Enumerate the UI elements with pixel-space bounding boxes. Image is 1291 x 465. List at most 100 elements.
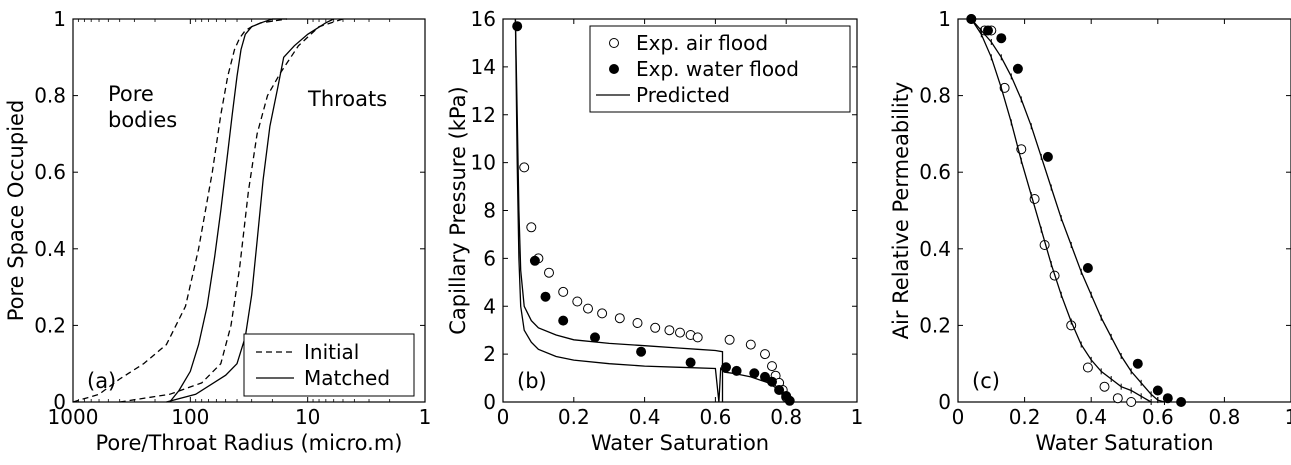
x-tick-label: 10 bbox=[295, 405, 320, 429]
y-tick-label: 4 bbox=[483, 294, 496, 318]
x-tick-label: 1 bbox=[419, 405, 432, 429]
air-flood-point bbox=[632, 318, 643, 328]
axes-frame bbox=[72, 18, 426, 403]
y-tick-label: 6 bbox=[483, 246, 496, 270]
y-tick-label: 0.2 bbox=[919, 313, 951, 337]
x-tick-label: 0 bbox=[497, 405, 510, 429]
predicted-curve bbox=[970, 18, 1165, 403]
air-flood-point bbox=[558, 286, 569, 297]
air-flood-point bbox=[745, 339, 756, 350]
air-flood-point bbox=[526, 222, 537, 233]
air-flood-point bbox=[519, 162, 530, 173]
air-flood-point bbox=[572, 296, 583, 307]
panel-tag: (a) bbox=[87, 369, 116, 393]
y-tick-label: 16 bbox=[471, 7, 496, 31]
air-flood-point bbox=[597, 308, 608, 319]
y-axis-label: Pore Space Occupied bbox=[4, 100, 28, 322]
water-flood-point bbox=[1082, 263, 1093, 273]
x-tick-label: 1000 bbox=[48, 405, 99, 429]
pore-bodies-annotation: bodies bbox=[108, 108, 177, 132]
x-axis-label: Pore/Throat Radius (micro.m) bbox=[96, 431, 403, 455]
y-tick-label: 12 bbox=[471, 103, 496, 127]
x-tick-label: 1 bbox=[851, 405, 864, 429]
legend-box bbox=[243, 333, 415, 397]
x-axis-label: Water Saturation bbox=[1035, 431, 1213, 455]
x-tick-label: 0 bbox=[952, 405, 965, 429]
throats-annotation: Throats bbox=[307, 87, 387, 111]
water-flood-point bbox=[529, 255, 540, 266]
water-flood-point bbox=[590, 332, 600, 343]
water-flood-point bbox=[983, 25, 993, 36]
air-flood-point bbox=[1112, 393, 1123, 404]
predicted-curve bbox=[514, 18, 724, 402]
water-flood-point bbox=[1152, 385, 1163, 396]
water-flood-point bbox=[1012, 63, 1023, 74]
y-tick-label: 0.6 bbox=[919, 160, 951, 184]
x-tick-label: 0.8 bbox=[1208, 405, 1240, 429]
y-tick-label: 0 bbox=[938, 390, 951, 414]
x-axis-label: Water Saturation bbox=[591, 431, 769, 455]
y-tick-label: 0.8 bbox=[34, 84, 66, 108]
air-flood-point bbox=[544, 267, 554, 278]
air-flood-point bbox=[583, 303, 593, 314]
x-tick-label: 0.4 bbox=[629, 405, 661, 429]
y-tick-label: 10 bbox=[471, 151, 496, 175]
air-flood-point bbox=[664, 325, 675, 336]
legend-water-label: Exp. water flood bbox=[636, 57, 799, 81]
water-flood-point bbox=[636, 346, 647, 357]
legend-matched-label: Matched bbox=[304, 366, 390, 390]
legend-air-label: Exp. air flood bbox=[636, 31, 768, 55]
legend-initial-label: Initial bbox=[304, 340, 359, 364]
y-tick-label: 0.4 bbox=[34, 237, 66, 261]
air-flood-point bbox=[724, 334, 735, 345]
axes-frame bbox=[957, 18, 1291, 403]
y-tick-label: 0 bbox=[483, 390, 496, 414]
x-tick-label: 0.4 bbox=[1075, 405, 1107, 429]
legend-predicted-label: Predicted bbox=[636, 83, 730, 107]
y-tick-label: 0.2 bbox=[34, 313, 66, 337]
legend-water-swatch bbox=[609, 64, 619, 74]
panel-tag: (c) bbox=[972, 369, 1000, 393]
air-flood-point bbox=[650, 322, 661, 333]
y-tick-label: 0.8 bbox=[919, 84, 951, 108]
water-flood-point bbox=[1162, 393, 1173, 404]
matched-curve bbox=[166, 18, 334, 403]
y-tick-label: 0 bbox=[53, 390, 66, 414]
air-flood-point bbox=[1126, 397, 1137, 407]
air-flood-point bbox=[767, 361, 777, 372]
x-tick-label: 0.6 bbox=[699, 405, 731, 429]
y-tick-label: 1 bbox=[53, 7, 66, 31]
y-tick-label: 1 bbox=[938, 7, 951, 31]
y-tick-label: 8 bbox=[483, 199, 496, 223]
predicted-curve bbox=[970, 18, 1152, 403]
x-tick-label: 1 bbox=[1285, 405, 1291, 429]
air-flood-point bbox=[614, 313, 625, 324]
x-tick-label: 0.6 bbox=[1142, 405, 1174, 429]
x-tick-label: 100 bbox=[171, 405, 209, 429]
water-flood-point bbox=[540, 291, 551, 302]
air-flood-point bbox=[1082, 362, 1093, 373]
air-flood-point bbox=[692, 332, 703, 343]
y-tick-label: 2 bbox=[483, 342, 496, 366]
air-flood-point bbox=[760, 349, 770, 360]
predicted-curve bbox=[514, 18, 791, 403]
water-flood-point bbox=[1042, 151, 1053, 162]
water-flood-point bbox=[1176, 397, 1187, 407]
x-tick-label: 0.2 bbox=[558, 405, 590, 429]
air-flood-point bbox=[1099, 381, 1110, 392]
y-tick-label: 14 bbox=[471, 55, 496, 79]
legend-box bbox=[589, 25, 851, 113]
x-tick-label: 0.8 bbox=[770, 405, 802, 429]
water-flood-point bbox=[1132, 358, 1143, 369]
water-flood-point bbox=[996, 33, 1007, 44]
initial-curve bbox=[72, 18, 288, 403]
pore-bodies-annotation: Pore bbox=[108, 82, 154, 106]
y-tick-label: 0.4 bbox=[919, 237, 951, 261]
y-axis-label: Capillary Pressure (kPa) bbox=[446, 86, 470, 334]
water-flood-point bbox=[512, 21, 523, 32]
y-tick-label: 0.6 bbox=[34, 160, 66, 184]
panel-tag: (b) bbox=[517, 369, 547, 393]
